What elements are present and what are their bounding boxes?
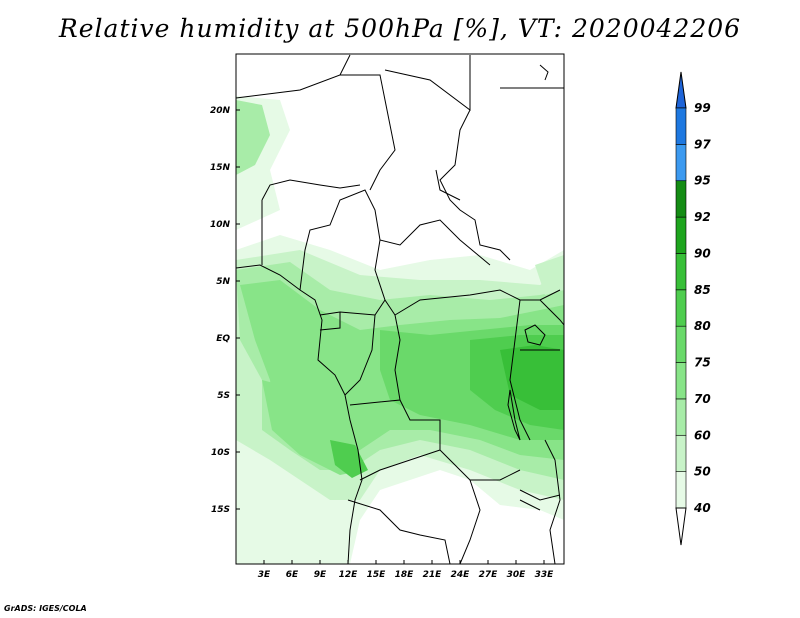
lat-label-15s: 15S <box>211 505 230 515</box>
border-line <box>299 189 381 291</box>
grads-credit: GrADS: IGES/COLA <box>4 604 87 613</box>
country-borders <box>236 54 564 564</box>
colorbar-label: 75 <box>694 356 711 370</box>
colorbar-segments <box>675 107 687 509</box>
colorbar-label: 92 <box>694 210 711 224</box>
lat-label-10n: 10N <box>210 220 231 230</box>
map-frame <box>235 53 565 565</box>
lat-label-15n: 15N <box>210 163 231 173</box>
colorbar-band <box>675 216 687 254</box>
border-line <box>261 179 361 201</box>
humidity-region-east-corner <box>535 255 564 295</box>
colorbar-label: 85 <box>694 283 711 297</box>
border-line <box>439 109 511 261</box>
border-line <box>544 439 561 564</box>
lake-outline <box>507 389 521 441</box>
border-line <box>344 314 376 396</box>
lake-outline <box>519 499 541 511</box>
lat-label-eq: EQ <box>216 334 230 344</box>
colorbar-band <box>675 434 687 472</box>
colorbar-label: 90 <box>694 246 711 260</box>
lon-label-12e: 12E <box>339 570 359 580</box>
border-line <box>319 312 341 331</box>
colorbar-band <box>675 289 687 327</box>
humidity-region-80-west <box>330 440 368 478</box>
lon-label-27e: 27E <box>479 570 499 580</box>
colorbar-label: 70 <box>694 392 711 406</box>
border-line <box>509 299 531 441</box>
border-line <box>435 169 461 201</box>
lon-label-6e: 6E <box>286 570 299 580</box>
colorbar-band <box>675 180 687 218</box>
colorbar-band <box>675 362 687 400</box>
colorbar-under-arrow <box>675 507 687 546</box>
lon-label-33e: 33E <box>535 570 555 580</box>
longitude-axis: 3E 6E 9E 12E 15E 18E 21E 24E 27E 30E 33E <box>258 560 554 580</box>
colorbar-label: 40 <box>693 501 711 515</box>
lat-label-5n: 5N <box>216 277 230 287</box>
humidity-region-60-nw <box>236 100 270 175</box>
border-line <box>399 399 521 481</box>
lon-label-18e: 18E <box>395 570 415 580</box>
colorbar-label: 97 <box>694 137 711 151</box>
colorbar-label: 60 <box>694 428 711 442</box>
border-line <box>359 449 441 481</box>
humidity-region-85 <box>500 345 564 410</box>
colorbar-over-arrow <box>675 71 687 109</box>
lon-label-24e: 24E <box>451 570 471 580</box>
lon-label-15e: 15E <box>367 570 387 580</box>
lake-outline <box>524 324 546 346</box>
lake-outline <box>539 64 549 81</box>
border-line <box>319 299 386 316</box>
humidity-shading <box>236 96 564 564</box>
colorbar-band <box>675 253 687 291</box>
lon-label-30e: 30E <box>507 570 527 580</box>
colorbar-label: 95 <box>694 174 711 188</box>
map-title: Relative humidity at 500hPa [%], VT: 202… <box>58 14 742 43</box>
border-line <box>347 499 451 564</box>
lat-label-5s: 5S <box>217 391 230 401</box>
colorbar-label: 99 <box>694 101 711 115</box>
lon-label-9e: 9E <box>314 570 327 580</box>
colorbar-label: 80 <box>694 319 711 333</box>
lon-label-21e: 21E <box>423 570 443 580</box>
colorbar: 40 50 60 70 75 80 85 90 92 95 97 99 <box>675 71 711 546</box>
border-line <box>349 314 401 406</box>
border-line <box>379 219 491 266</box>
latitude-axis: 20N 15N 10N 5N EQ 5S 10S 15S <box>210 106 240 515</box>
lon-label-3e: 3E <box>258 570 271 580</box>
colorbar-band <box>675 471 687 509</box>
colorbar-band <box>675 398 687 436</box>
border-line <box>340 74 396 191</box>
colorbar-band <box>675 144 687 182</box>
border-line <box>236 54 351 99</box>
lat-label-10s: 10S <box>211 448 230 458</box>
border-line <box>519 489 561 501</box>
colorbar-labels: 40 50 60 70 75 80 85 90 92 95 97 99 <box>693 101 711 515</box>
border-line <box>539 299 564 326</box>
border-line <box>459 479 481 564</box>
colorbar-band <box>675 325 687 363</box>
colorbar-label: 50 <box>694 465 711 479</box>
border-line <box>374 239 561 316</box>
colorbar-band <box>675 107 687 145</box>
coastline <box>236 264 363 564</box>
border-line <box>384 55 471 111</box>
lat-label-20n: 20N <box>210 106 231 116</box>
